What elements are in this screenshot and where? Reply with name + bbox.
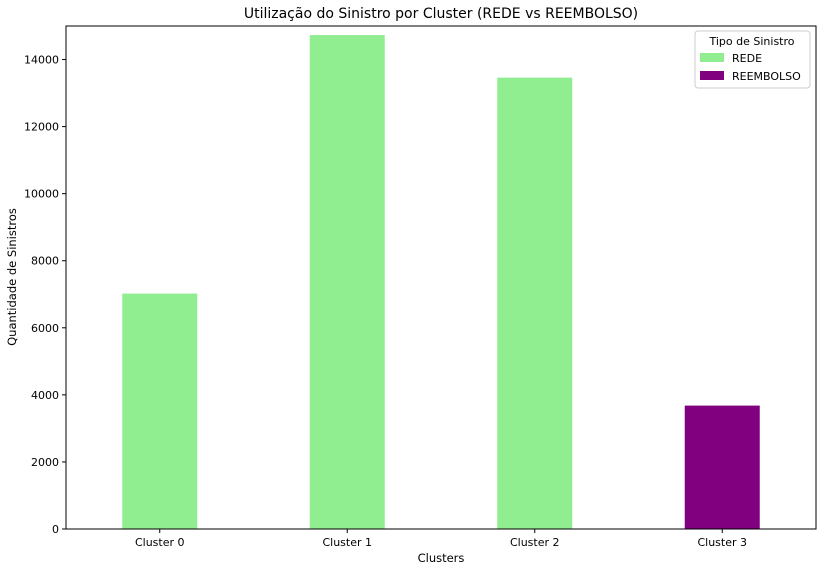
y-tick-label: 4000 (31, 389, 59, 402)
bar-rede-cluster-2 (497, 77, 573, 529)
y-tick-label: 8000 (31, 255, 59, 268)
y-tick-label: 2000 (31, 456, 59, 469)
legend-title: Tipo de Sinistro (708, 35, 794, 48)
legend-label-reembolso: REEMBOLSO (732, 70, 801, 83)
bar-rede-cluster-0 (122, 293, 198, 529)
legend-swatch-rede (700, 53, 724, 62)
y-axis-label: Quantidade de Sinistros (5, 208, 19, 346)
y-tick-label: 10000 (24, 188, 59, 201)
y-tick-label: 12000 (24, 121, 59, 134)
bar-reembolso-cluster-3 (684, 405, 760, 529)
y-axis-ticks: 0 2000 4000 6000 8000 10000 12000 14000 (24, 54, 66, 536)
bar-rede-cluster-1 (309, 35, 385, 530)
legend-label-rede: REDE (732, 52, 762, 65)
legend: Tipo de Sinistro REDE REEMBOLSO (694, 30, 811, 89)
y-tick-label: 14000 (24, 54, 59, 67)
x-tick-label: Cluster 1 (322, 536, 372, 549)
x-tick-label: Cluster 3 (697, 536, 747, 549)
legend-swatch-reembolso (700, 71, 724, 80)
x-axis-label: Clusters (418, 551, 465, 565)
plot-frame (65, 25, 817, 530)
x-tick-label: Cluster 2 (510, 536, 560, 549)
x-tick-label: Cluster 0 (135, 536, 185, 549)
chart-title: Utilização do Sinistro por Cluster (REDE… (244, 6, 638, 22)
y-tick-label: 6000 (31, 322, 59, 335)
y-tick-label: 0 (52, 523, 59, 536)
x-axis-ticks: Cluster 0 Cluster 1 Cluster 2 Cluster 3 (135, 529, 747, 549)
bars-group (122, 35, 760, 530)
